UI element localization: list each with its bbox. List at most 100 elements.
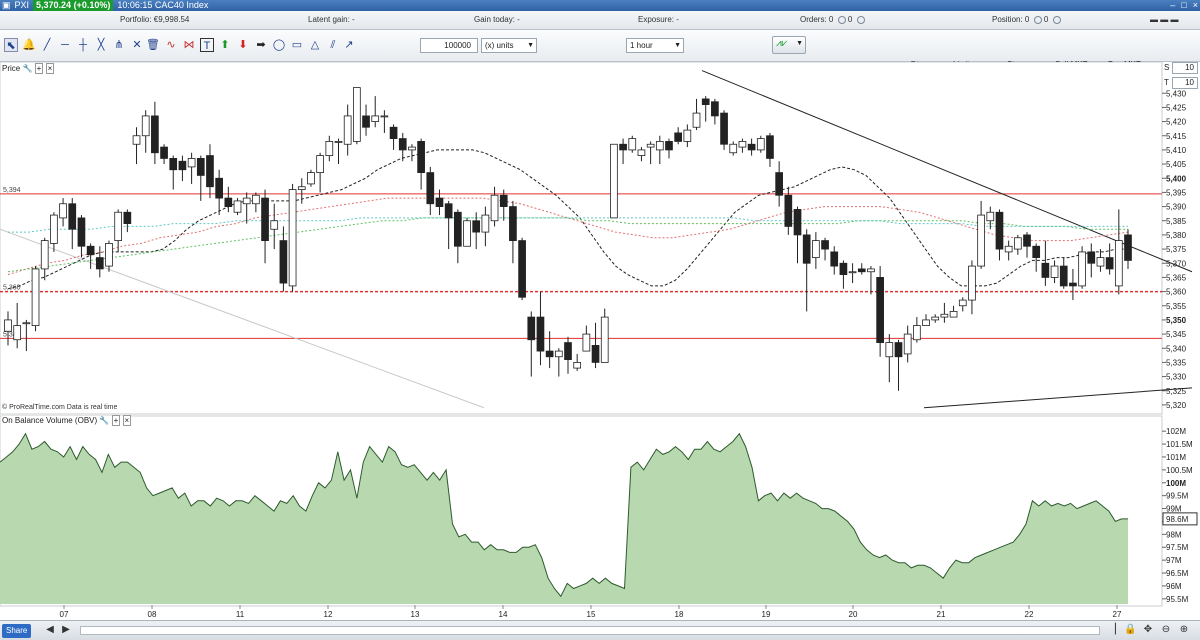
trash-icon[interactable]: 🗑: [146, 39, 160, 51]
maximize-icon[interactable]: □: [1181, 0, 1187, 10]
candle: [233, 198, 242, 216]
candle-body-bull: [582, 333, 591, 352]
candle: [343, 104, 352, 156]
quantity-input[interactable]: 100000: [420, 38, 478, 53]
chart-area[interactable]: 5,430 5,425 5,420 5,415 5,410 5,405 5,400 5,395…: [0, 62, 1200, 640]
triangle-icon[interactable]: △: [310, 39, 320, 51]
obv-axis-tick-label: 99.5M: [1166, 492, 1189, 501]
candle-body-bull: [554, 350, 563, 358]
price-axis-tick-label: 5,325: [1166, 387, 1187, 396]
arrow-up-icon[interactable]: ⬆: [220, 39, 230, 51]
candle: [821, 237, 829, 261]
wrench-icon[interactable]: 🔧: [99, 416, 110, 425]
bell-icon[interactable]: 🔔: [22, 39, 36, 51]
position-open-icon[interactable]: [1052, 15, 1061, 24]
x-axis-date-label: 12: [324, 610, 333, 619]
minimize-icon[interactable]: –: [1170, 0, 1176, 10]
scroll-end-icon[interactable]: ▕: [1108, 624, 1116, 635]
candle-body-bear: [398, 138, 407, 151]
candle: [848, 263, 857, 284]
position-toggle-icon[interactable]: [1033, 15, 1042, 24]
units-select[interactable]: (x) units ▼: [481, 38, 537, 53]
price-axis-tick-label: 5,360: [1166, 288, 1187, 297]
text-icon[interactable]: T: [200, 38, 214, 52]
tool-icon[interactable]: ✕: [132, 39, 142, 51]
horizontal-scrollbar[interactable]: [80, 626, 1100, 635]
candle: [1059, 257, 1068, 289]
candle-body-bull: [297, 186, 306, 190]
arrow-down-icon[interactable]: ⬇: [238, 39, 248, 51]
candle: [50, 212, 58, 252]
ellipse-icon[interactable]: ◯: [272, 39, 286, 51]
candle: [545, 331, 554, 369]
candle: [949, 305, 958, 318]
pitchfork-icon[interactable]: ⋔: [114, 39, 124, 51]
interval-select[interactable]: 1 hour ▼: [626, 38, 684, 53]
candle-body-bear: [518, 240, 526, 298]
candle: [68, 198, 77, 250]
trendline-downtrend: [701, 70, 1193, 273]
zoom-out-icon[interactable]: ⊖: [1161, 624, 1171, 635]
gain-today: Gain today: -: [474, 15, 520, 24]
candle: [1087, 243, 1096, 278]
drag-icon[interactable]: ✥: [1143, 624, 1153, 635]
candle-body-bear: [564, 342, 572, 360]
add-indicator-icon[interactable]: +: [111, 415, 121, 426]
fan-icon[interactable]: ⋈: [183, 39, 195, 51]
channel-icon[interactable]: ⫽: [330, 39, 336, 51]
line-icon[interactable]: ╱: [43, 39, 51, 51]
arrow-right-icon[interactable]: ➡: [256, 39, 266, 51]
candle: [196, 155, 205, 201]
t-input[interactable]: 10: [1172, 77, 1198, 89]
add-indicator-icon[interactable]: +: [34, 63, 44, 74]
candle: [114, 209, 123, 252]
units-label: (x) units: [485, 41, 514, 50]
x-axis-date-label: 27: [1113, 610, 1122, 619]
candle-body-bear: [499, 194, 508, 207]
v-line-icon[interactable]: ┼: [79, 39, 87, 51]
price-axis-tick-label: 5,365: [1166, 273, 1187, 282]
scroll-right-icon[interactable]: ▶: [62, 624, 70, 635]
candle-body-bear: [160, 146, 168, 159]
close-pane-icon[interactable]: ×: [45, 63, 55, 74]
candle: [1114, 209, 1123, 295]
close-pane-icon[interactable]: ×: [122, 415, 132, 426]
candle: [738, 138, 747, 153]
candle: [554, 348, 563, 377]
candle-body-bear: [389, 126, 398, 139]
x-axis-date-label: 22: [1025, 610, 1034, 619]
share-button[interactable]: Share: [2, 624, 32, 638]
candle-body-bear: [215, 177, 223, 199]
candle: [417, 138, 425, 190]
s-input[interactable]: 10: [1172, 62, 1198, 74]
zoom-in-icon[interactable]: ⊕: [1179, 624, 1189, 635]
obv-current-value-box: [1162, 512, 1198, 526]
candle-body-bear: [1059, 265, 1068, 287]
fib-icon[interactable]: ╳: [97, 39, 105, 51]
window-menu-icon[interactable]: ▬ ▬ ▬: [1150, 15, 1179, 24]
wrench-icon[interactable]: 🔧: [22, 64, 33, 73]
scroll-left-icon[interactable]: ◀: [46, 624, 54, 635]
ray-icon[interactable]: ↗: [344, 39, 354, 51]
orders-open-icon[interactable]: [856, 15, 865, 24]
candle: [784, 186, 793, 235]
cursor-icon[interactable]: ⬉: [4, 38, 18, 52]
rect-icon[interactable]: ▭: [291, 39, 303, 51]
zigzag-icon[interactable]: ∿: [166, 39, 176, 51]
candle-body-bull: [940, 313, 949, 318]
orders-toggle-icon[interactable]: [837, 15, 846, 24]
candle-body-bear: [435, 197, 444, 207]
x-axis-date-label: 15: [587, 610, 596, 619]
candle: [1032, 243, 1041, 272]
candle-body-bear: [536, 316, 545, 352]
moving-average-ma-green: [7, 217, 1128, 273]
candle: [242, 192, 251, 224]
candle-body-bull: [141, 115, 150, 137]
chart-type-button[interactable]: ⩘⩗ ▼: [772, 36, 806, 54]
h-line-icon[interactable]: ─: [61, 39, 69, 51]
position-count-value: 0: [1043, 15, 1049, 24]
lock-icon[interactable]: 🔒: [1124, 624, 1137, 635]
data-credit: © ProRealTime.com Data is real time: [2, 404, 118, 411]
close-icon[interactable]: ×: [1192, 0, 1198, 10]
obv-axis-tick-label: 102M: [1166, 427, 1186, 436]
